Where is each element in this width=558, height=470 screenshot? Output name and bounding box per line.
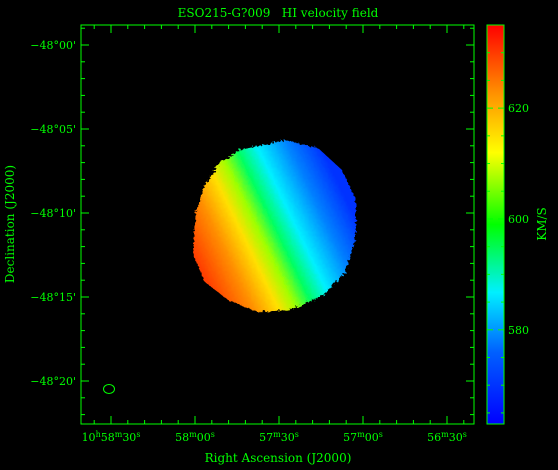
tick-value: 56 bbox=[427, 431, 441, 444]
x-tick-label: 57m00s bbox=[343, 430, 383, 445]
x-tick-label: 58m00s bbox=[175, 430, 215, 445]
unit-superscript: s bbox=[379, 430, 383, 439]
unit-superscript: s bbox=[463, 430, 467, 439]
y-tick-label: −48°00' bbox=[30, 39, 76, 52]
tick-value: 58 bbox=[101, 431, 115, 444]
y-tick-label: −48°20' bbox=[30, 375, 76, 388]
tick-value: 30 bbox=[122, 431, 136, 444]
colorbar-title: KM/S bbox=[535, 207, 549, 241]
colorbar-ticks: 580 600 620 bbox=[487, 24, 529, 414]
colorbar-gradient bbox=[486, 24, 505, 425]
unit-superscript: m bbox=[273, 430, 281, 439]
tick-value: 57 bbox=[259, 431, 273, 444]
colorbar-tick-label: 600 bbox=[508, 213, 529, 226]
y-tick-label: −48°15' bbox=[30, 291, 76, 304]
unit-superscript: s bbox=[211, 430, 215, 439]
colorbar-tick-label: 620 bbox=[508, 102, 529, 115]
unit-superscript: h bbox=[96, 430, 101, 439]
tick-value: 00 bbox=[197, 431, 211, 444]
plot-frame bbox=[80, 24, 475, 425]
unit-superscript: m bbox=[357, 430, 365, 439]
x-tick-label: 56m30s bbox=[427, 430, 467, 445]
y-tick-label: −48°05' bbox=[30, 123, 76, 136]
y-axis-title: Declination (J2000) bbox=[3, 165, 17, 283]
tick-value: 57 bbox=[343, 431, 357, 444]
unit-superscript: m bbox=[189, 430, 197, 439]
y-axis: −48°00' −48°05' −48°10' −48°15' −48°20' bbox=[30, 27, 474, 416]
x-tick-label: 57m30s bbox=[259, 430, 299, 445]
tick-value: 00 bbox=[365, 431, 379, 444]
galaxy-hi-disk bbox=[193, 140, 356, 312]
beam-ellipse bbox=[103, 384, 115, 394]
tick-value: 10 bbox=[82, 431, 96, 444]
unit-superscript: s bbox=[136, 430, 140, 439]
tick-value: 58 bbox=[175, 431, 189, 444]
unit-superscript: m bbox=[115, 430, 123, 439]
tick-value: 30 bbox=[449, 431, 463, 444]
figure-title: ESO215-G?009 HI velocity field bbox=[178, 6, 379, 20]
velocity-map bbox=[193, 140, 356, 312]
unit-superscript: s bbox=[295, 430, 299, 439]
colorbar: 580 600 620 KM/S bbox=[486, 24, 549, 425]
x-axis: 10h58m30s 58m00s 57m30s 57m00s 56m30s bbox=[82, 25, 467, 444]
tick-value: 30 bbox=[281, 431, 295, 444]
unit-superscript: m bbox=[441, 430, 449, 439]
x-axis-title: Right Ascension (J2000) bbox=[205, 451, 352, 465]
colorbar-tick-label: 580 bbox=[508, 324, 529, 337]
x-tick-label: 10h58m30s bbox=[82, 430, 141, 445]
y-tick-label: −48°10' bbox=[30, 207, 76, 220]
